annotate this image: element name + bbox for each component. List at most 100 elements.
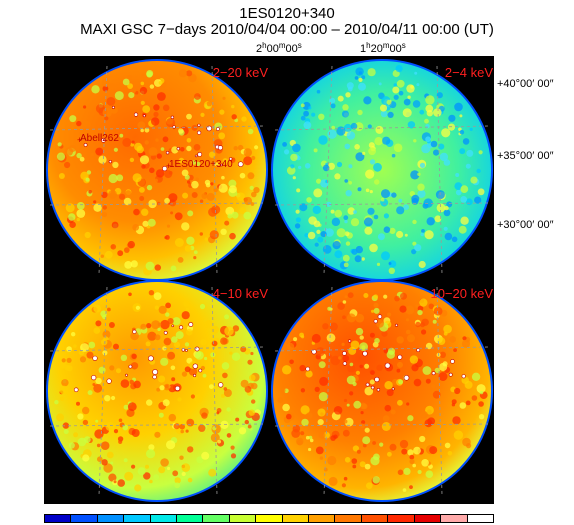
noise-blob	[383, 294, 388, 299]
noise-blob	[465, 400, 471, 406]
noise-blob	[391, 192, 397, 198]
noise-blob	[92, 383, 96, 386]
noise-blob	[355, 313, 365, 323]
noise-blob	[342, 355, 350, 362]
noise-blob	[344, 143, 351, 150]
noise-blob	[191, 124, 198, 131]
noise-blob	[420, 411, 428, 419]
noise-blob	[149, 167, 155, 174]
noise-blob	[236, 192, 246, 201]
noise-blob	[425, 342, 433, 350]
noise-blob	[66, 346, 72, 352]
noise-blob	[299, 332, 304, 338]
noise-blob	[223, 389, 232, 397]
noise-blob	[113, 429, 119, 434]
noise-blob	[66, 357, 72, 363]
noise-blob	[108, 322, 115, 328]
noise-blob	[173, 341, 181, 348]
noise-blob	[351, 248, 358, 255]
noise-blob	[347, 292, 354, 299]
noise-blob	[346, 131, 356, 140]
noise-blob	[127, 402, 137, 412]
noise-blob	[424, 230, 434, 240]
hot-spot	[83, 143, 88, 147]
noise-blob	[459, 148, 466, 155]
noise-blob	[86, 351, 94, 359]
noise-blob	[353, 210, 357, 214]
noise-blob	[282, 403, 290, 412]
noise-blob	[179, 423, 185, 430]
noise-blob	[441, 128, 451, 138]
noise-blob	[195, 161, 201, 167]
noise-blob	[146, 449, 156, 459]
noise-blob	[151, 117, 160, 126]
noise-blob	[443, 209, 451, 217]
noise-blob	[153, 104, 160, 111]
noise-blob	[350, 122, 358, 130]
noise-blob	[342, 315, 346, 320]
noise-blob	[104, 395, 111, 402]
noise-blob	[148, 290, 155, 296]
noise-blob	[102, 205, 107, 210]
noise-blob	[412, 241, 417, 246]
hot-spot	[394, 323, 398, 327]
noise-blob	[412, 100, 421, 108]
noise-blob	[76, 217, 80, 222]
noise-blob	[337, 302, 345, 310]
noise-blob	[57, 142, 62, 147]
hot-spot	[152, 369, 158, 375]
noise-blob	[330, 355, 340, 366]
noise-blob	[187, 210, 194, 217]
noise-blob	[165, 118, 176, 128]
hot-spot	[172, 125, 176, 129]
noise-blob	[82, 406, 90, 415]
noise-blob	[95, 377, 102, 385]
noise-blob	[145, 341, 151, 347]
noise-blob	[436, 92, 443, 99]
noise-blob	[95, 104, 106, 114]
noise-blob	[250, 382, 258, 390]
noise-blob	[135, 305, 140, 310]
ra-label-2h: 2h00m00s	[256, 41, 302, 55]
noise-blob	[413, 139, 417, 143]
noise-blob	[232, 325, 240, 332]
noise-blob	[447, 451, 453, 456]
noise-blob	[381, 251, 390, 261]
noise-blob	[140, 128, 144, 133]
noise-blob	[308, 447, 312, 452]
noise-blob	[156, 387, 161, 392]
noise-blob	[186, 138, 192, 143]
noise-blob	[348, 181, 353, 185]
noise-blob	[422, 366, 432, 375]
noise-blob	[367, 124, 372, 129]
noise-blob	[111, 221, 119, 229]
noise-blob	[359, 364, 364, 369]
noise-blob	[142, 105, 151, 113]
noise-blob	[178, 128, 184, 134]
hot-spot	[132, 329, 137, 334]
noise-blob	[364, 386, 374, 396]
noise-blob	[432, 390, 441, 399]
noise-blob	[76, 202, 85, 210]
noise-blob	[177, 397, 182, 402]
noise-blob	[409, 454, 415, 460]
noise-blob	[219, 109, 225, 115]
noise-blob	[359, 342, 368, 352]
noise-blob	[77, 413, 84, 420]
colorbar-swatch	[467, 515, 493, 522]
noise-blob	[396, 79, 405, 88]
noise-blob	[393, 143, 403, 153]
noise-blob	[416, 83, 420, 87]
noise-blob	[225, 206, 235, 216]
sky-disc	[48, 61, 266, 279]
noise-blob	[424, 419, 433, 428]
noise-blob	[200, 339, 207, 346]
noise-blob	[313, 148, 318, 153]
noise-blob	[286, 413, 292, 420]
noise-blob	[186, 145, 192, 152]
noise-blob	[417, 469, 422, 475]
noise-blob	[181, 463, 191, 472]
noise-blob	[334, 173, 341, 180]
noise-blob	[144, 127, 150, 133]
noise-blob	[344, 295, 348, 299]
